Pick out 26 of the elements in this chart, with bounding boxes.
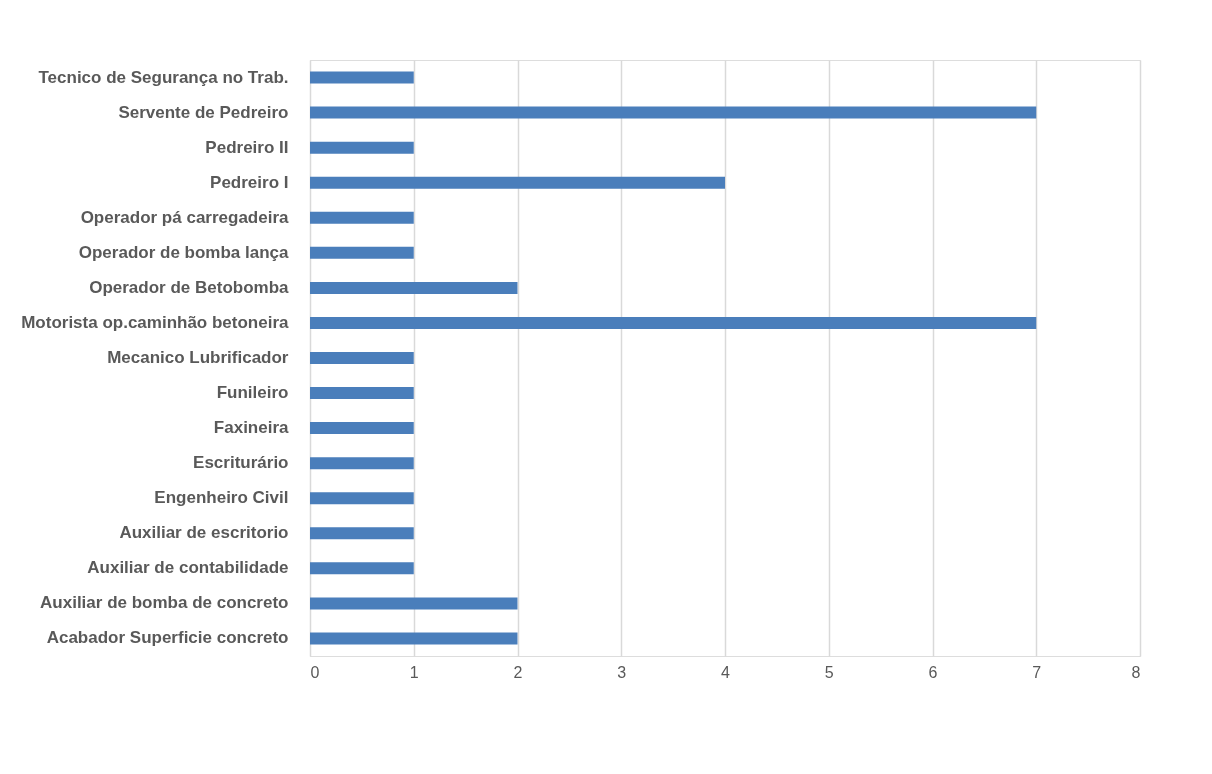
y-tick-label: Acabador Superficie concreto [46,628,289,648]
x-tick-label: 8 [1131,663,1141,681]
y-tick-label: Funileiro [216,383,289,403]
y-tick-label: Pedreiro I [210,172,289,192]
y-tick-label: Escriturário [193,453,289,473]
x-tick-label: 7 [1032,663,1042,681]
y-tick-label: Pedreiro II [205,137,289,157]
y-tick-label: Operador pá carregadeira [80,207,290,227]
x-tick-label: 5 [824,663,834,681]
x-tick-label: 4 [721,663,731,681]
y-tick-label: Tecnico de Segurança no Trab. [38,67,289,87]
x-tick-label: 3 [617,663,627,681]
y-tick-label: Auxiliar de escritorio [119,523,289,543]
y-tick-label: Engenheiro Civil [154,488,289,508]
y-tick-label: Operador de bomba lança [78,242,290,262]
y-tick-label: Operador de Betobomba [89,277,290,297]
x-tick-label: 0 [310,663,320,681]
x-tick-label: 2 [513,663,523,681]
x-tick-label: 6 [928,663,938,681]
y-tick-label: Motorista op.caminhão betoneira [21,312,290,332]
y-tick-label: Auxiliar de bomba de concreto [40,593,289,613]
y-tick-label: Auxiliar de contabilidade [87,558,289,578]
y-tick-label: Servente de Pedreiro [118,102,289,122]
y-tick-label: Faxineira [213,418,290,438]
x-tick-label: 1 [409,663,419,681]
y-tick-label: Mecanico Lubrificador [107,348,289,367]
